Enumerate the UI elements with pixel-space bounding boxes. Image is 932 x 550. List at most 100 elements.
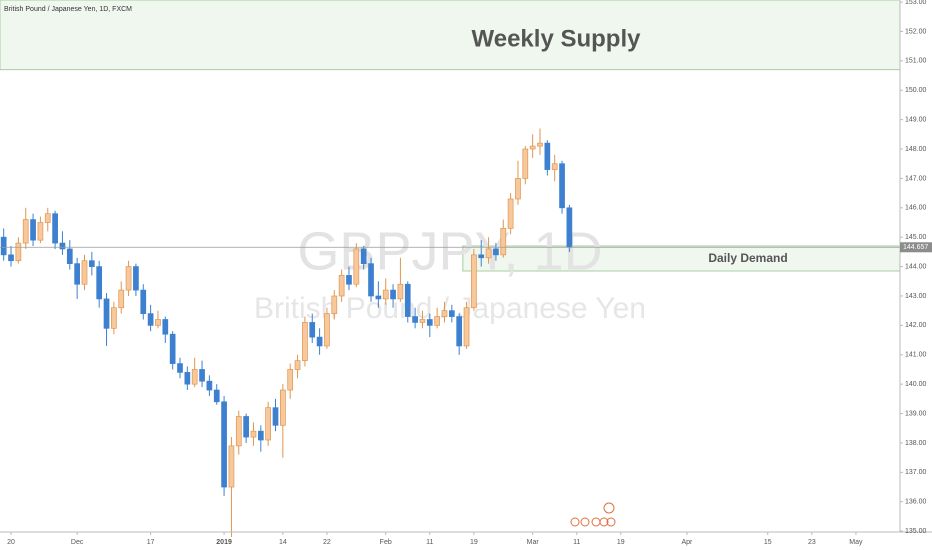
candle-body xyxy=(169,333,176,364)
candle-body xyxy=(74,263,80,285)
candle-body xyxy=(338,275,345,297)
candle-body xyxy=(324,313,330,347)
event-icon xyxy=(570,517,580,527)
y-tick-label: 149.00 xyxy=(905,116,927,123)
candle-body xyxy=(59,242,66,250)
candle-body xyxy=(184,372,191,385)
y-tick-label: 141.00 xyxy=(905,352,927,359)
y-tick-label: 145.00 xyxy=(905,234,927,241)
candle-body xyxy=(382,289,389,300)
candle-body xyxy=(346,275,352,285)
candle-body xyxy=(493,248,499,256)
y-tick-label: 152.00 xyxy=(905,28,927,35)
candle-body xyxy=(390,289,396,300)
candle-body xyxy=(221,401,227,488)
candle-body xyxy=(125,266,132,291)
candle-body xyxy=(103,298,110,329)
x-tick-label: Mar xyxy=(527,539,540,546)
candle-body xyxy=(88,260,95,267)
candle-body xyxy=(485,248,492,259)
zones: Weekly Supply Daily Demand xyxy=(0,0,901,272)
event-icons xyxy=(570,502,616,527)
candle-body xyxy=(30,219,36,241)
candle-body xyxy=(213,389,220,403)
candle-body xyxy=(309,322,316,338)
candle-body xyxy=(199,369,205,382)
x-tick-label: 20 xyxy=(7,539,15,546)
candle-body xyxy=(52,213,58,244)
axes: 144.657 135.00 136.00 137.00 138.00 139.00 140… xyxy=(7,0,932,546)
candle-body xyxy=(478,254,485,259)
y-tick-label: 153.00 xyxy=(905,0,927,6)
candle-body xyxy=(287,369,294,391)
candle-body xyxy=(81,260,88,285)
candle-body xyxy=(294,360,301,370)
candle-body xyxy=(331,295,338,314)
x-tick-label: 19 xyxy=(617,539,625,546)
candle-body xyxy=(456,316,463,347)
candle-body xyxy=(566,207,573,248)
y-tick-label: 144.00 xyxy=(905,263,927,270)
candle-body xyxy=(265,407,272,441)
event-icon xyxy=(603,502,615,514)
candle-body xyxy=(434,316,440,326)
x-tick-label: 2019 xyxy=(216,539,232,546)
candle-body xyxy=(419,319,426,323)
candle-body xyxy=(177,363,183,373)
candle-body xyxy=(500,228,507,256)
candle-body xyxy=(37,222,44,241)
y-tick-label: 151.00 xyxy=(905,58,927,65)
chart-title: British Pound / Japanese Yen, 1D, FXCM xyxy=(4,6,132,13)
candle-body xyxy=(426,319,433,326)
y-tick-label: 139.00 xyxy=(905,410,927,417)
y-tick-label: 140.00 xyxy=(905,381,927,388)
zone-label: Weekly Supply xyxy=(472,25,642,52)
y-tick-label: 147.00 xyxy=(905,175,927,182)
candle-body xyxy=(529,145,536,150)
candle-body xyxy=(8,254,14,262)
candle-body xyxy=(507,198,514,229)
candle-body xyxy=(118,289,125,309)
watermark-subtitle: British Pound / Japanese Yen xyxy=(254,292,646,325)
y-tick-label: 148.00 xyxy=(905,146,927,153)
candle-body xyxy=(272,407,279,426)
candle-body xyxy=(133,266,139,291)
candle-body xyxy=(206,380,213,391)
candle-body xyxy=(544,142,551,170)
y-tick-label: 150.00 xyxy=(905,87,927,94)
candle-body xyxy=(44,213,51,223)
event-icon xyxy=(580,517,590,527)
last-price-box xyxy=(900,242,932,253)
candle-body xyxy=(441,310,448,317)
watermark: GBPJPY, 1D xyxy=(297,221,602,281)
candle-body xyxy=(257,430,264,441)
x-tick-label: 17 xyxy=(147,539,155,546)
candles xyxy=(0,128,900,537)
candle-body xyxy=(397,283,404,300)
candle-body xyxy=(522,148,529,179)
event-icon xyxy=(606,517,616,527)
x-tick-label: 14 xyxy=(279,539,287,546)
x-tick-label: Feb xyxy=(380,539,392,546)
x-tick-label: Apr xyxy=(681,539,693,546)
x-tick-label: Dec xyxy=(71,539,84,546)
y-tick-label: 136.00 xyxy=(905,499,927,506)
candle-body xyxy=(559,163,565,209)
candle-body xyxy=(537,142,543,147)
candle-body xyxy=(140,289,147,314)
candle-body xyxy=(235,416,242,447)
candle-body xyxy=(0,236,7,256)
last-price-label: 144.657 xyxy=(903,244,928,251)
candle-body xyxy=(155,319,161,326)
candle-body xyxy=(243,416,249,438)
candle-body xyxy=(471,254,477,309)
candle-body xyxy=(412,316,418,323)
y-tick-label: 143.00 xyxy=(905,293,927,300)
y-tick-label: 135.00 xyxy=(905,528,927,535)
candle-body xyxy=(360,248,367,264)
zone xyxy=(0,0,901,71)
candle-body xyxy=(250,430,257,438)
x-tick-label: 15 xyxy=(764,539,772,546)
